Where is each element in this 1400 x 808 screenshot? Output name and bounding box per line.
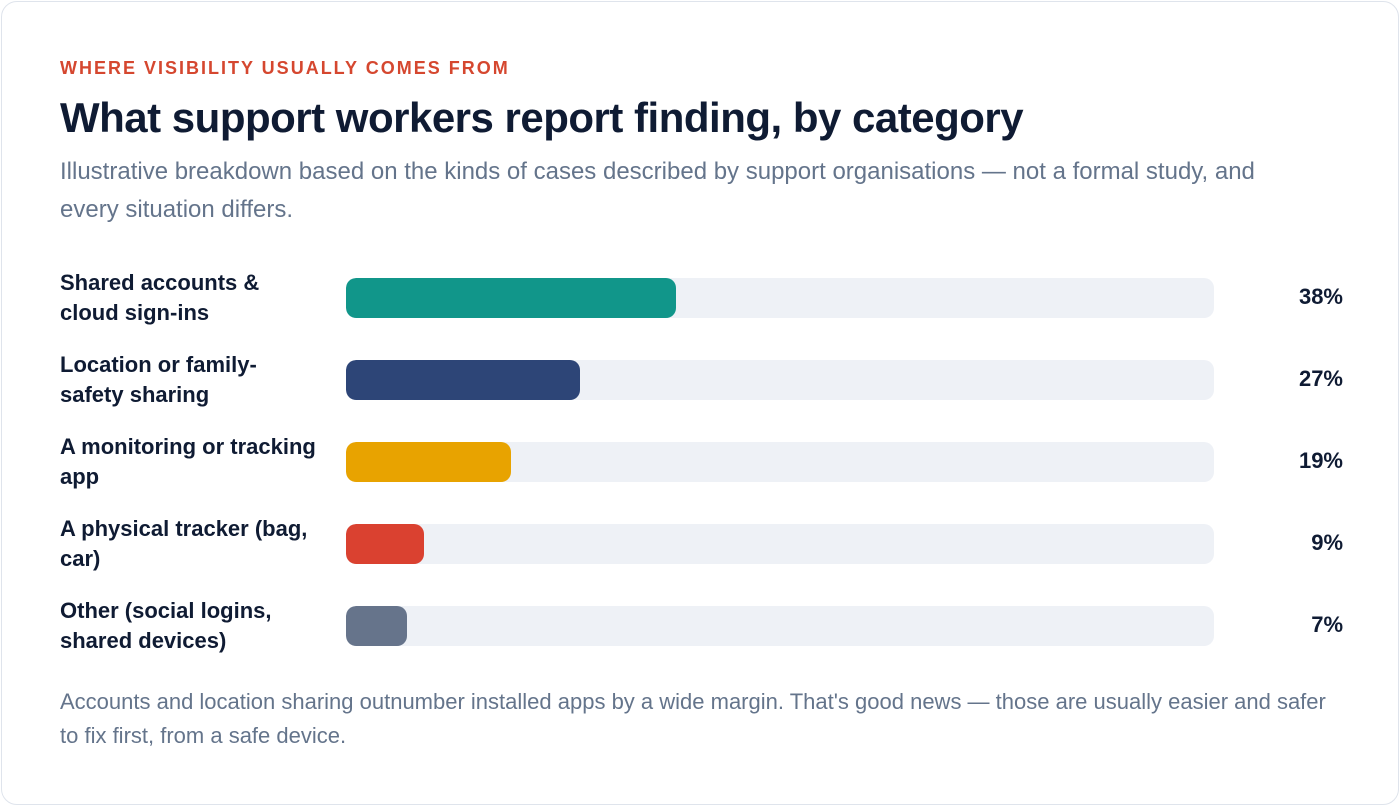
bar-row: A physical tracker (bag, car) 9% <box>2 514 1400 596</box>
bar-row: A monitoring or tracking app 19% <box>2 432 1400 514</box>
category-label: A monitoring or tracking app <box>60 434 316 489</box>
bar <box>346 278 676 318</box>
category-label: A physical tracker (bag, car) <box>60 516 308 571</box>
value-label: 19% <box>1298 448 1343 473</box>
value-label: 38% <box>1298 284 1343 309</box>
bar-row: Other (social logins, shared devices) 7% <box>2 596 1400 678</box>
bar <box>346 524 424 564</box>
bar-track <box>346 278 1214 318</box>
value-label: 9% <box>1311 530 1343 555</box>
bar <box>346 360 580 400</box>
chart-subtitle: Illustrative breakdown based on the kind… <box>60 158 1255 223</box>
value-label: 27% <box>1298 366 1343 391</box>
bar-row: Location or family-safety sharing 27% <box>2 350 1400 432</box>
bar <box>346 442 511 482</box>
bar <box>346 606 407 646</box>
category-label: Shared accounts & cloud sign-ins <box>60 270 260 325</box>
category-label: Other (social logins, shared devices) <box>60 598 272 653</box>
value-label: 7% <box>1311 612 1343 637</box>
chart-footnote: Accounts and location sharing outnumber … <box>60 689 1326 748</box>
bar-track <box>346 524 1214 564</box>
chart-title: What support workers report finding, by … <box>60 94 1024 141</box>
bar-track <box>346 606 1214 646</box>
bar-row: Shared accounts & cloud sign-ins 38% <box>2 268 1400 350</box>
eyebrow-label: WHERE VISIBILITY USUALLY COMES FROM <box>60 58 510 78</box>
bar-track <box>346 442 1214 482</box>
category-label: Location or family-safety sharing <box>60 352 257 407</box>
bar-track <box>346 360 1214 400</box>
